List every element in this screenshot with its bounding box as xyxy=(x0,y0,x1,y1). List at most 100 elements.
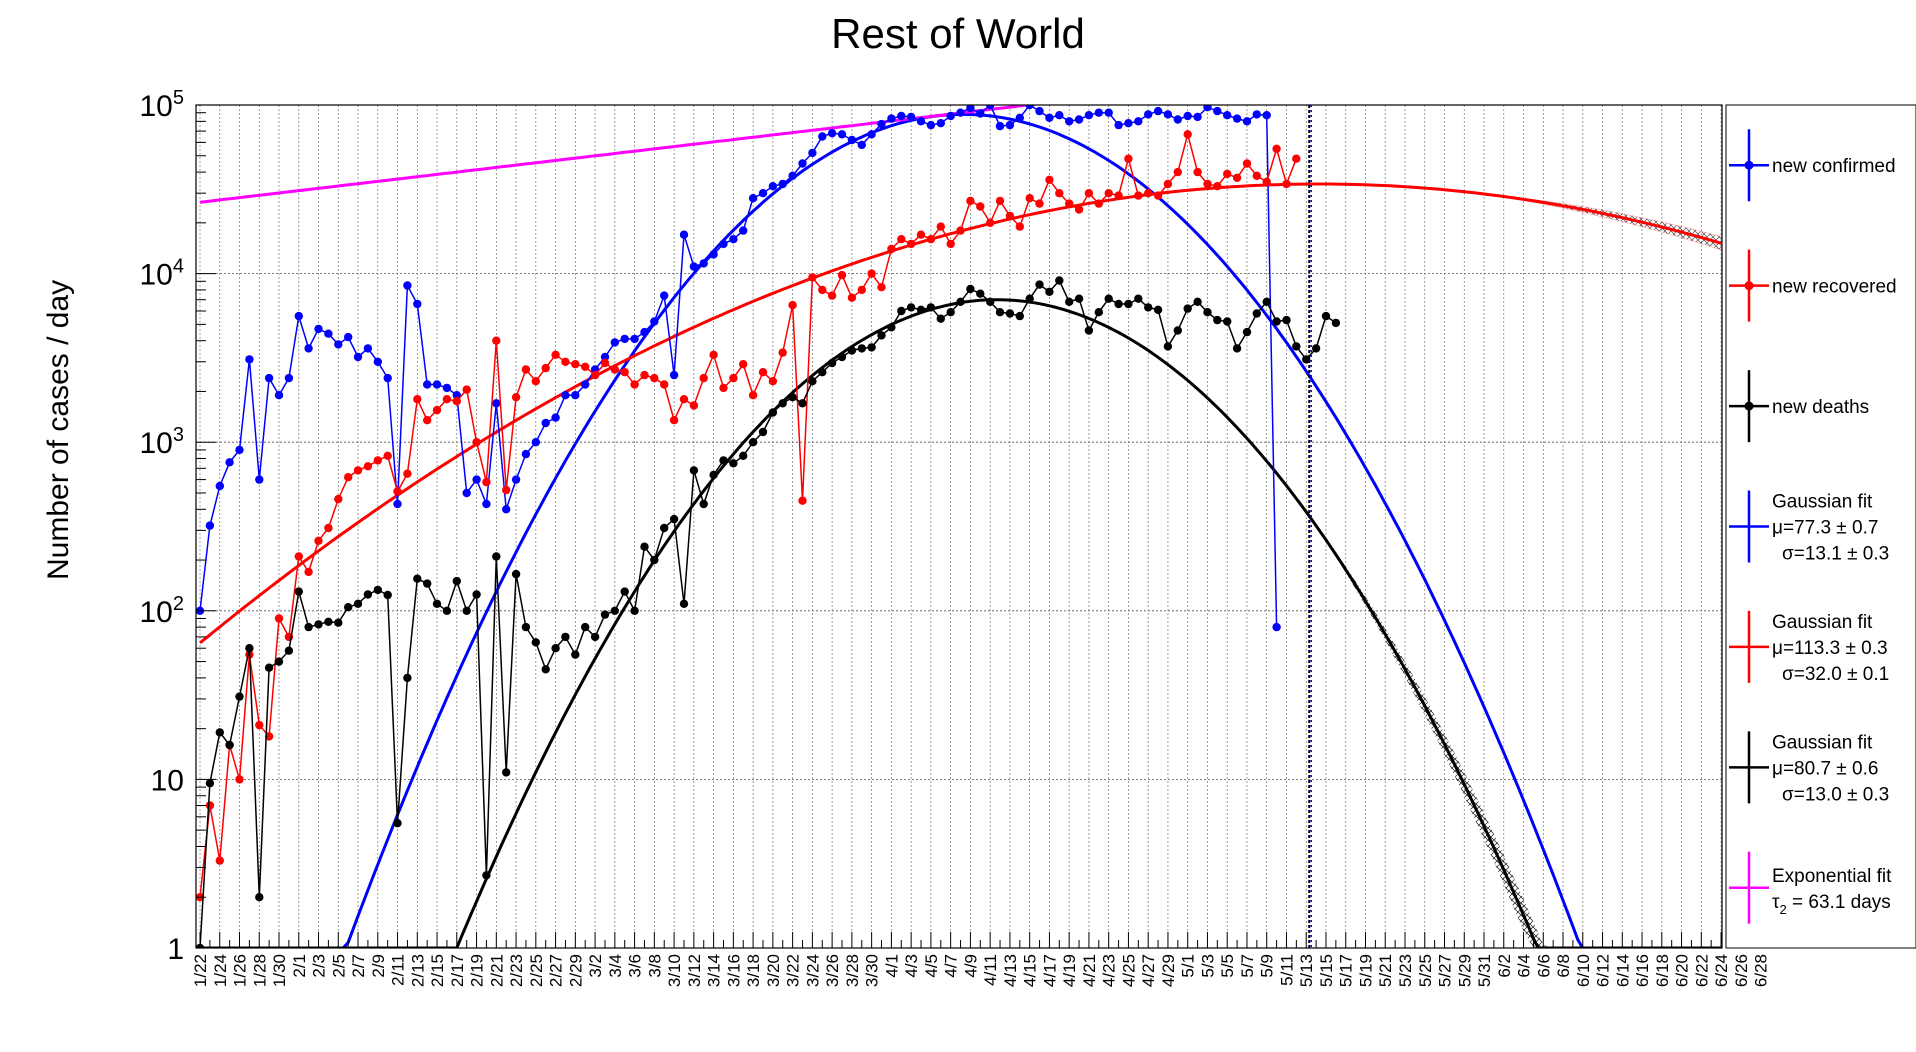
chart-title: Rest of World xyxy=(831,10,1085,57)
data-point xyxy=(1262,177,1271,187)
data-point xyxy=(1153,106,1163,116)
data-point xyxy=(541,665,550,674)
data-point xyxy=(442,383,452,393)
data-point xyxy=(798,496,807,505)
data-point xyxy=(906,239,916,249)
data-point xyxy=(640,542,649,551)
data-point xyxy=(818,132,827,141)
data-point xyxy=(916,305,926,314)
x-tick-label: 1/22 xyxy=(191,954,210,987)
x-tick-label: 2/13 xyxy=(408,954,427,987)
data-point xyxy=(452,397,461,406)
data-point xyxy=(818,285,827,295)
data-point xyxy=(1223,111,1232,120)
data-point xyxy=(452,391,461,400)
data-point xyxy=(847,135,857,145)
data-point xyxy=(719,383,728,393)
data-point xyxy=(788,393,797,402)
data-point xyxy=(344,332,353,342)
data-point xyxy=(729,459,738,468)
data-point xyxy=(650,555,659,565)
data-point xyxy=(334,494,343,504)
data-point xyxy=(660,291,669,300)
data-point xyxy=(511,475,521,484)
uncertainty-bands xyxy=(1306,193,1722,948)
data-point xyxy=(403,469,412,478)
y-tick-label: 10 xyxy=(151,764,184,797)
data-point xyxy=(1094,199,1104,208)
data-point xyxy=(314,324,323,334)
data-point xyxy=(571,650,580,659)
legend-label: μ=77.3 ± 0.7 xyxy=(1772,518,1878,539)
data-point xyxy=(1114,299,1123,309)
data-point xyxy=(1232,344,1242,353)
data-point xyxy=(1193,297,1202,306)
data-point xyxy=(897,111,906,121)
data-point xyxy=(353,466,363,475)
data-point xyxy=(660,380,669,389)
legend-marker xyxy=(1744,160,1754,170)
data-point xyxy=(432,405,442,415)
data-point xyxy=(1203,105,1212,112)
data-point xyxy=(1163,110,1173,119)
data-point xyxy=(897,235,906,244)
data-point xyxy=(689,401,699,410)
data-point xyxy=(600,358,610,368)
data-point xyxy=(986,297,995,306)
data-point xyxy=(1311,344,1321,353)
x-tick-label: 2/17 xyxy=(448,954,467,987)
legend-label: μ=113.3 ± 0.3 xyxy=(1772,638,1888,659)
fit-curves xyxy=(199,105,1722,948)
data-point xyxy=(274,614,284,623)
x-tick-label: 1/26 xyxy=(231,954,250,987)
data-point xyxy=(304,622,313,632)
data-point xyxy=(304,567,313,577)
data-point xyxy=(492,336,501,345)
series-line-2 xyxy=(199,279,1337,948)
data-point xyxy=(452,576,461,586)
data-point xyxy=(1183,111,1192,121)
data-point xyxy=(640,370,649,380)
data-point xyxy=(1065,297,1074,306)
data-point xyxy=(660,523,669,533)
data-point xyxy=(640,327,649,337)
data-point xyxy=(758,189,768,198)
data-point xyxy=(1124,154,1133,163)
deaths-fit-uncertainty-band xyxy=(1306,511,1722,948)
data-point xyxy=(1124,119,1133,128)
x-tick-label: 6/6 xyxy=(1534,954,1553,978)
data-point xyxy=(294,311,303,321)
data-point xyxy=(1242,159,1252,168)
data-point xyxy=(995,121,1005,131)
data-point xyxy=(877,119,886,129)
data-point xyxy=(423,579,432,588)
legend-label: τ2 = 63.1 days xyxy=(1772,892,1891,917)
data-point xyxy=(748,194,758,203)
legend-label: new recovered xyxy=(1772,277,1897,298)
data-point xyxy=(729,373,738,383)
legend-label: new confirmed xyxy=(1772,156,1896,177)
data-point xyxy=(837,352,847,362)
x-tick-label: 6/4 xyxy=(1515,954,1534,978)
data-point xyxy=(966,105,975,113)
data-point xyxy=(1005,120,1015,130)
x-tick-label: 4/23 xyxy=(1100,954,1119,987)
data-point xyxy=(926,235,936,244)
data-point xyxy=(847,293,857,302)
data-point xyxy=(1104,294,1113,303)
x-tick-label: 5/21 xyxy=(1376,954,1395,987)
data-point xyxy=(581,622,590,632)
y-tick-label: 102 xyxy=(140,593,185,629)
data-point xyxy=(699,259,708,268)
x-tick-label: 3/4 xyxy=(606,954,625,978)
data-point xyxy=(610,338,619,347)
data-point xyxy=(630,606,639,615)
x-tick-label: 6/26 xyxy=(1732,954,1751,987)
data-point xyxy=(363,344,373,353)
data-point xyxy=(995,196,1005,206)
data-point xyxy=(521,449,531,459)
data-point xyxy=(432,380,442,389)
data-point xyxy=(541,363,550,373)
data-point xyxy=(709,350,718,359)
